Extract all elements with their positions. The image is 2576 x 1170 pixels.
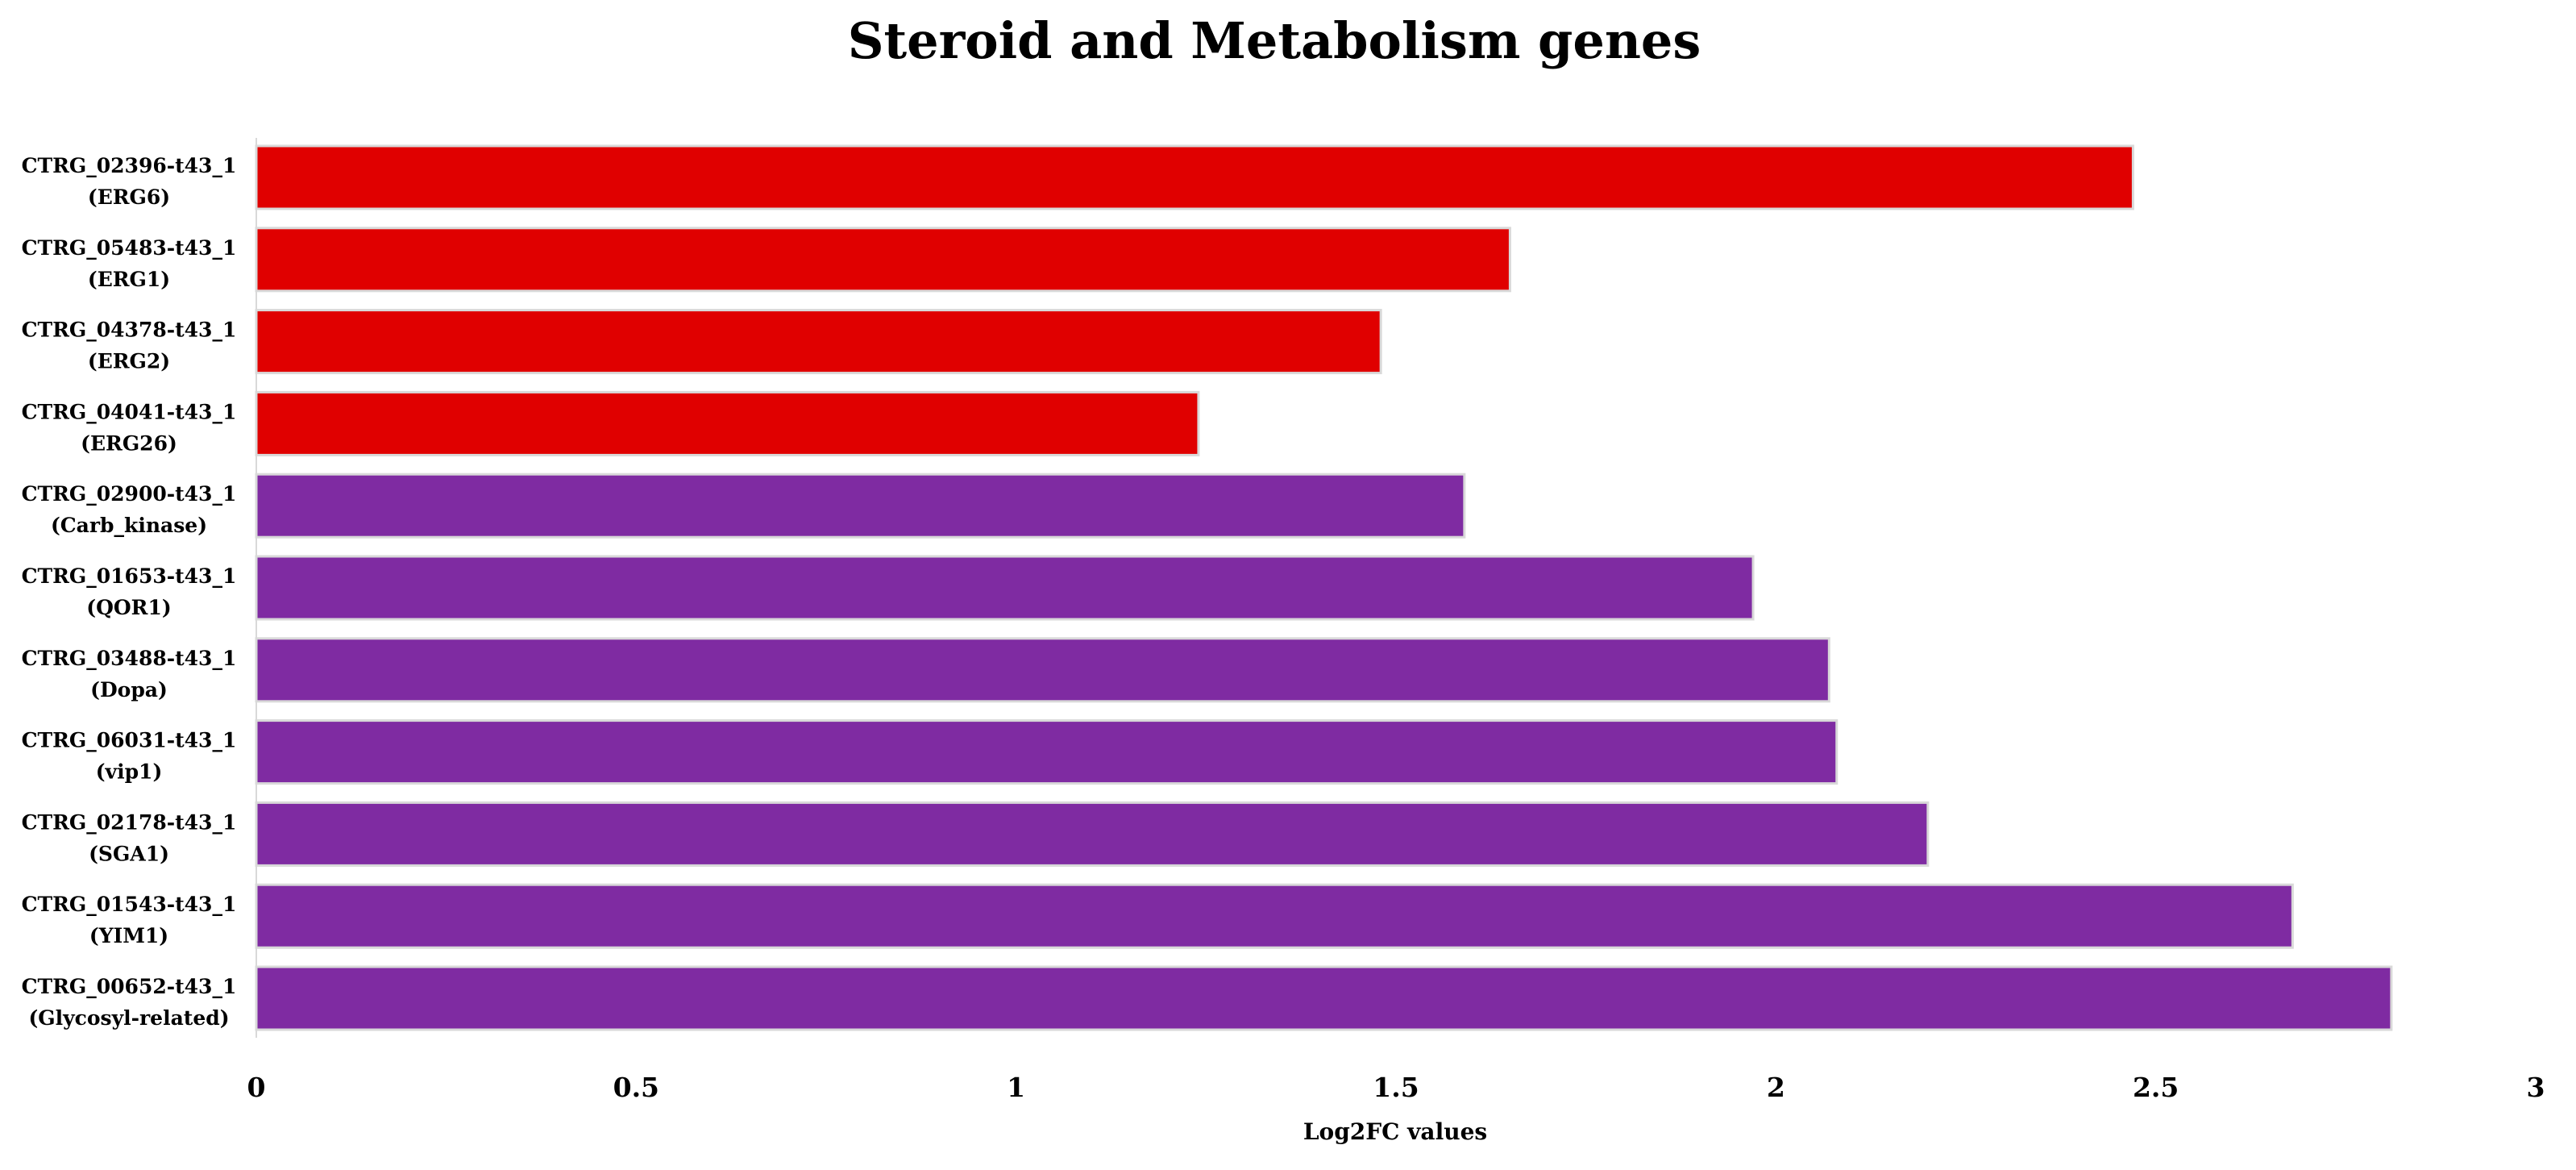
category-label-id: CTRG_02178-t43_1	[22, 810, 237, 834]
x-tick-label: 1.5	[1373, 1072, 1419, 1103]
x-tick-label: 3	[2527, 1072, 2545, 1103]
bar-CTRG_03488-t43_1	[255, 637, 1830, 703]
bar-CTRG_05483-t43_1	[255, 227, 1511, 293]
bar-CTRG_00652-t43_1	[255, 965, 2393, 1031]
category-label-name: (Carb_kinase)	[51, 514, 207, 537]
category-label-id: CTRG_04041-t43_1	[22, 400, 237, 423]
x-tick-label: 2	[1767, 1072, 1785, 1103]
bar-CTRG_06031-t43_1	[255, 719, 1839, 785]
x-tick-label: 0	[247, 1072, 266, 1103]
bar-CTRG_04041-t43_1	[255, 390, 1200, 456]
category-label-name: (YIM1)	[89, 924, 168, 947]
category-label-name: (Glycosyl-related)	[28, 1006, 229, 1030]
bar-CTRG_02900-t43_1	[255, 473, 1466, 539]
category-label-id: CTRG_02396-t43_1	[22, 154, 237, 177]
category-label-name: (QOR1)	[86, 596, 171, 619]
category-label-id: CTRG_01543-t43_1	[22, 893, 237, 916]
category-labels: CTRG_02396-t43_1 (ERG6) CTRG_05483-t43_1 (E…	[22, 154, 237, 1030]
category-label-id: CTRG_03488-t43_1	[22, 647, 237, 670]
bar-CTRG_02178-t43_1	[255, 801, 1930, 867]
bar-CTRG_04378-t43_1	[255, 309, 1382, 375]
category-label-id: CTRG_06031-t43_1	[22, 729, 237, 752]
bar-CTRG_01653-t43_1	[255, 555, 1755, 621]
category-label-id: CTRG_01653-t43_1	[22, 564, 237, 588]
chart-title: Steroid and Metabolism genes	[848, 11, 1701, 70]
x-tick-label: 0.5	[613, 1072, 659, 1103]
bar-CTRG_01543-t43_1	[255, 883, 2294, 949]
x-tick-label: 1	[1007, 1072, 1025, 1103]
category-label-id: CTRG_02900-t43_1	[22, 482, 237, 506]
bars	[255, 144, 2393, 1031]
x-axis-label: Log2FC values	[1303, 1118, 1487, 1145]
category-label-name: (Dopa)	[90, 678, 168, 702]
x-tick-label: 2.5	[2133, 1072, 2179, 1103]
category-label-name: (ERG2)	[88, 350, 170, 373]
category-label-name: (vip1)	[96, 760, 163, 784]
bar-CTRG_02396-t43_1	[255, 144, 2134, 210]
category-label-id: CTRG_04378-t43_1	[22, 319, 237, 342]
x-axis-ticks: 0 0.5 1 1.5 2 2.5 3	[247, 1072, 2545, 1103]
category-label-id: CTRG_00652-t43_1	[22, 975, 237, 998]
category-label-name: (ERG26)	[81, 431, 177, 455]
category-label-name: (ERG1)	[88, 268, 170, 291]
category-label-name: (ERG6)	[88, 185, 170, 209]
category-label-name: (SGA1)	[89, 842, 169, 865]
category-label-id: CTRG_05483-t43_1	[22, 236, 237, 260]
